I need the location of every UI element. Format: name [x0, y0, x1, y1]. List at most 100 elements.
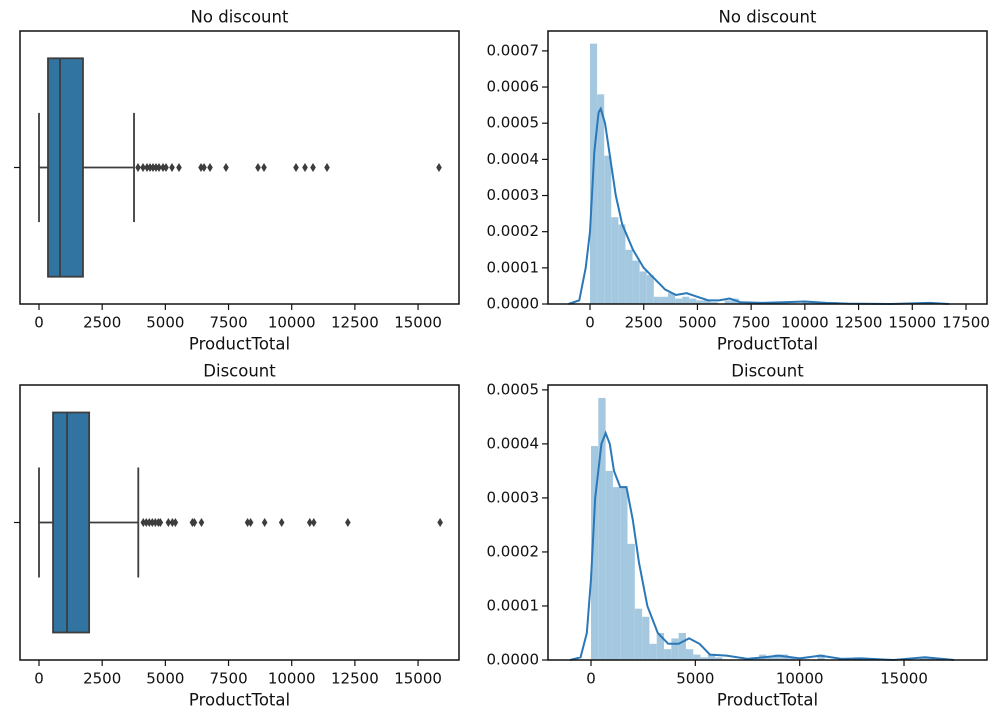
flier — [146, 518, 153, 527]
hist-bar — [802, 302, 810, 304]
hist-bar — [620, 487, 628, 660]
flier — [244, 518, 251, 527]
flier — [310, 518, 317, 527]
x-tick-label: 10000 — [781, 314, 829, 332]
hist-bar — [715, 657, 723, 660]
hist-bar — [660, 296, 668, 304]
y-tick-label: 0.0006 — [487, 78, 540, 96]
flier — [144, 163, 150, 172]
flier — [140, 518, 147, 527]
subplot: Discount ProductTotal 0 5000 10000 15000 0.000… — [487, 362, 988, 710]
flier — [255, 163, 261, 172]
y-tick-label: 0.0002 — [487, 542, 540, 560]
flier — [306, 518, 313, 527]
hist-bar — [642, 616, 650, 660]
x-tick-label: 5000 — [678, 314, 716, 332]
flier — [201, 163, 207, 172]
hist-bar — [685, 649, 694, 660]
flier — [293, 163, 299, 172]
y-tick-label: 0.0003 — [487, 186, 540, 204]
y-tick-label: 0.0005 — [487, 380, 540, 398]
x-tick-label: 5000 — [676, 670, 714, 688]
x-tick-label: 7500 — [209, 314, 247, 332]
box — [47, 57, 84, 278]
hist-bar — [612, 487, 621, 660]
y-tick-label: 0.0000 — [487, 651, 540, 669]
hist-bar — [646, 275, 654, 304]
hist-bar — [817, 654, 825, 660]
hist-bar — [649, 643, 657, 660]
flier — [169, 518, 176, 527]
kde-line — [568, 106, 949, 306]
flier — [261, 163, 267, 172]
x-axis-label: ProductTotal — [717, 691, 818, 710]
flier — [310, 163, 316, 172]
subplot: Discount ProductTotal 0 2500 5000 7500 10000 12… — [14, 362, 460, 710]
x-tick-label: 0 — [34, 314, 44, 332]
hist-bar — [707, 654, 716, 660]
y-tick-label: 0.0007 — [487, 41, 540, 59]
hist-bar — [605, 470, 613, 660]
hist-bar — [671, 638, 679, 660]
y-tick-label: 0.0002 — [487, 222, 540, 240]
x-tick-label: 0 — [34, 670, 44, 688]
flier — [198, 518, 205, 527]
x-axis-label: ProductTotal — [189, 335, 290, 354]
x-tick-label: 12500 — [331, 670, 379, 688]
hist-bar — [724, 300, 732, 304]
flier — [247, 518, 254, 527]
flier — [147, 163, 153, 172]
hist-bar — [604, 155, 612, 304]
axes-frame — [19, 384, 460, 661]
subplot: No discount ProductTotal 0 2500 5000 7500 1000… — [487, 8, 990, 354]
subplot-title: Discount — [203, 362, 276, 381]
flier — [223, 163, 229, 172]
hist-bar — [703, 300, 711, 304]
hist-bar — [678, 632, 686, 660]
hist-bar — [625, 249, 633, 304]
hist-bar — [656, 632, 665, 660]
y-tick-label: 0.0001 — [487, 596, 540, 614]
hist-bar — [639, 271, 647, 304]
y-tick-label: 0.0004 — [487, 150, 540, 168]
flier — [191, 518, 198, 527]
hist-bar — [627, 543, 635, 660]
hist-bar — [710, 302, 718, 304]
hist-bar — [689, 298, 697, 304]
hist-bar — [664, 649, 672, 660]
flier — [169, 163, 175, 172]
flier — [436, 163, 442, 172]
x-tick-label: 12500 — [835, 314, 883, 332]
hist-bar — [667, 293, 676, 304]
x-tick-label: 2500 — [83, 670, 121, 688]
flier — [157, 518, 164, 527]
flier — [198, 163, 204, 172]
hist-bar — [632, 260, 640, 304]
flier — [172, 518, 179, 527]
flier — [207, 163, 213, 172]
x-tick-label: 7500 — [209, 670, 247, 688]
flier — [345, 518, 351, 527]
hist-bar — [788, 657, 796, 660]
flier — [165, 518, 172, 527]
hist-bar — [809, 302, 817, 304]
x-tick-label: 15000 — [394, 314, 442, 332]
axes-frame — [547, 30, 988, 305]
flier — [176, 163, 182, 172]
flier — [324, 163, 330, 172]
y-tick-label: 0.0003 — [487, 488, 540, 506]
x-tick-label: 2500 — [625, 314, 663, 332]
flier — [143, 518, 150, 527]
hist-bar — [618, 224, 626, 304]
x-tick-label: 15000 — [888, 314, 936, 332]
subplot-title: Discount — [731, 362, 804, 381]
x-tick-label: 10000 — [268, 670, 316, 688]
y-tick-label: 0.0004 — [487, 434, 540, 452]
y-tick-label: 0.0000 — [487, 295, 540, 313]
x-tick-label: 0 — [586, 670, 596, 688]
x-tick-label: 7500 — [732, 314, 770, 332]
hist-bar — [700, 657, 708, 660]
subplot-title: No discount — [719, 8, 817, 27]
flier — [156, 163, 162, 172]
